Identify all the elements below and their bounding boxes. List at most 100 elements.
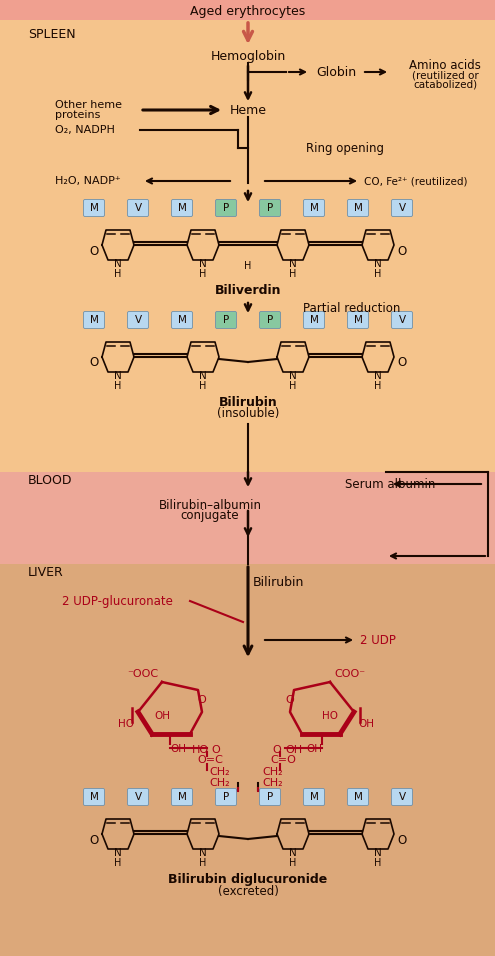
Text: M: M [90, 792, 99, 802]
Bar [0, 20, 495, 472]
Text: catabolized): catabolized) [413, 79, 477, 89]
Text: OH: OH [170, 744, 186, 754]
FancyBboxPatch shape [128, 312, 148, 329]
Text: O: O [212, 745, 220, 755]
Text: O: O [397, 245, 406, 257]
Text: M: M [90, 315, 99, 325]
Text: Bilirubin: Bilirubin [219, 396, 277, 408]
Text: Bilirubin–albumin: Bilirubin–albumin [158, 498, 261, 511]
Text: OH: OH [286, 745, 302, 755]
Text: N: N [199, 371, 207, 381]
Text: H: H [199, 381, 207, 391]
Text: H: H [114, 381, 122, 391]
FancyBboxPatch shape [303, 789, 325, 806]
Text: O: O [198, 695, 206, 705]
Text: V: V [135, 203, 142, 213]
Text: H: H [289, 858, 297, 868]
Text: H: H [374, 269, 382, 279]
FancyBboxPatch shape [215, 789, 237, 806]
FancyBboxPatch shape [392, 312, 412, 329]
Text: M: M [178, 203, 187, 213]
Bar [0, 0, 495, 20]
FancyBboxPatch shape [128, 200, 148, 216]
Text: Partial reduction: Partial reduction [303, 301, 400, 315]
FancyBboxPatch shape [84, 789, 104, 806]
Text: C=O: C=O [270, 755, 296, 765]
Bar [0, 564, 495, 956]
Text: N: N [374, 848, 382, 858]
Text: H₂O, NADP⁺: H₂O, NADP⁺ [55, 176, 121, 186]
Text: M: M [353, 792, 362, 802]
Text: M: M [309, 792, 318, 802]
Text: HO: HO [192, 745, 208, 755]
Bar [0, 472, 495, 564]
Text: H: H [199, 269, 207, 279]
Text: Ring opening: Ring opening [306, 141, 384, 155]
Text: N: N [289, 848, 297, 858]
Text: V: V [398, 203, 405, 213]
Text: CH₂: CH₂ [210, 778, 230, 788]
FancyBboxPatch shape [392, 200, 412, 216]
Text: P: P [267, 203, 273, 213]
FancyBboxPatch shape [215, 312, 237, 329]
Text: M: M [178, 315, 187, 325]
FancyBboxPatch shape [392, 789, 412, 806]
Text: 2 UDP-glucuronate: 2 UDP-glucuronate [62, 595, 173, 607]
Text: OH: OH [358, 719, 374, 729]
FancyBboxPatch shape [84, 312, 104, 329]
Text: N: N [199, 259, 207, 269]
Text: O: O [273, 745, 281, 755]
Text: N: N [289, 259, 297, 269]
Text: H: H [374, 381, 382, 391]
FancyBboxPatch shape [347, 200, 368, 216]
Text: O: O [90, 245, 99, 257]
Text: Biliverdin: Biliverdin [215, 284, 281, 296]
Text: H: H [289, 381, 297, 391]
Text: N: N [374, 259, 382, 269]
Text: P: P [223, 203, 229, 213]
Text: CH₂: CH₂ [263, 767, 283, 777]
Text: 2 UDP: 2 UDP [360, 634, 396, 646]
Text: CH₂: CH₂ [210, 767, 230, 777]
Text: (reutilized or: (reutilized or [412, 70, 478, 80]
FancyBboxPatch shape [84, 200, 104, 216]
Text: (excreted): (excreted) [218, 885, 278, 899]
Text: P: P [267, 315, 273, 325]
Text: M: M [90, 203, 99, 213]
Text: Serum albumin: Serum albumin [345, 477, 436, 490]
Text: V: V [135, 792, 142, 802]
FancyBboxPatch shape [259, 312, 281, 329]
Text: P: P [267, 792, 273, 802]
FancyBboxPatch shape [347, 312, 368, 329]
Text: N: N [199, 848, 207, 858]
Text: Hemoglobin: Hemoglobin [210, 50, 286, 62]
Text: M: M [309, 203, 318, 213]
Text: BLOOD: BLOOD [28, 473, 72, 487]
Text: Globin: Globin [316, 66, 356, 78]
Text: SPLEEN: SPLEEN [28, 28, 76, 40]
Text: O: O [397, 357, 406, 370]
Text: N: N [114, 371, 122, 381]
Text: Aged erythrocytes: Aged erythrocytes [191, 5, 305, 17]
FancyBboxPatch shape [171, 312, 193, 329]
Text: Other heme: Other heme [55, 100, 122, 110]
FancyBboxPatch shape [259, 200, 281, 216]
FancyBboxPatch shape [303, 200, 325, 216]
Text: (insoluble): (insoluble) [217, 407, 279, 421]
Text: proteins: proteins [55, 110, 100, 120]
Text: P: P [223, 792, 229, 802]
Text: M: M [309, 315, 318, 325]
Text: OH: OH [306, 744, 322, 754]
Text: Amino acids: Amino acids [409, 58, 481, 72]
FancyBboxPatch shape [171, 789, 193, 806]
Text: HO: HO [322, 711, 338, 721]
Text: O: O [90, 834, 99, 846]
Text: COO⁻: COO⁻ [334, 669, 365, 679]
Text: N: N [114, 259, 122, 269]
Text: Heme: Heme [230, 103, 266, 117]
Text: H: H [114, 858, 122, 868]
Text: conjugate: conjugate [181, 510, 239, 523]
Text: H: H [374, 858, 382, 868]
Text: CO, Fe²⁺ (reutilized): CO, Fe²⁺ (reutilized) [364, 176, 467, 186]
Text: Bilirubin diglucuronide: Bilirubin diglucuronide [168, 873, 328, 885]
